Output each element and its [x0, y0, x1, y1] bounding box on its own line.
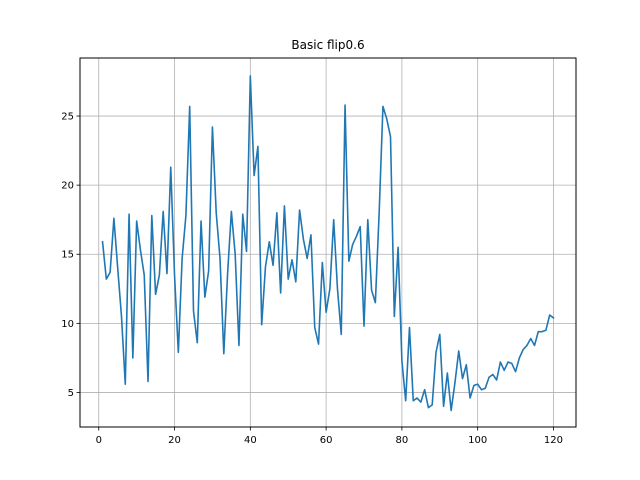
y-tick-label: 10 — [61, 319, 74, 330]
x-tick-label: 20 — [168, 435, 181, 446]
x-axis: 0 20 40 60 80 100 120 — [96, 427, 563, 446]
y-axis: 5 10 15 20 25 — [61, 112, 80, 399]
data-series — [101, 75, 555, 412]
chart-title: Basic flip0.6 — [291, 38, 364, 52]
x-tick-label: 60 — [320, 435, 333, 446]
y-tick-label: 15 — [61, 250, 74, 261]
y-tick-label: 5 — [68, 388, 74, 399]
x-tick-label: 40 — [244, 435, 257, 446]
x-tick-label: 0 — [96, 435, 102, 446]
plot-area-frame — [79, 57, 577, 428]
y-tick-label: 20 — [61, 181, 74, 192]
x-tick-label: 80 — [396, 435, 409, 446]
grid-lines — [80, 58, 576, 427]
x-tick-label: 100 — [468, 435, 487, 446]
y-tick-label: 25 — [61, 112, 74, 123]
x-tick-label: 120 — [544, 435, 563, 446]
series-line — [101, 75, 555, 412]
